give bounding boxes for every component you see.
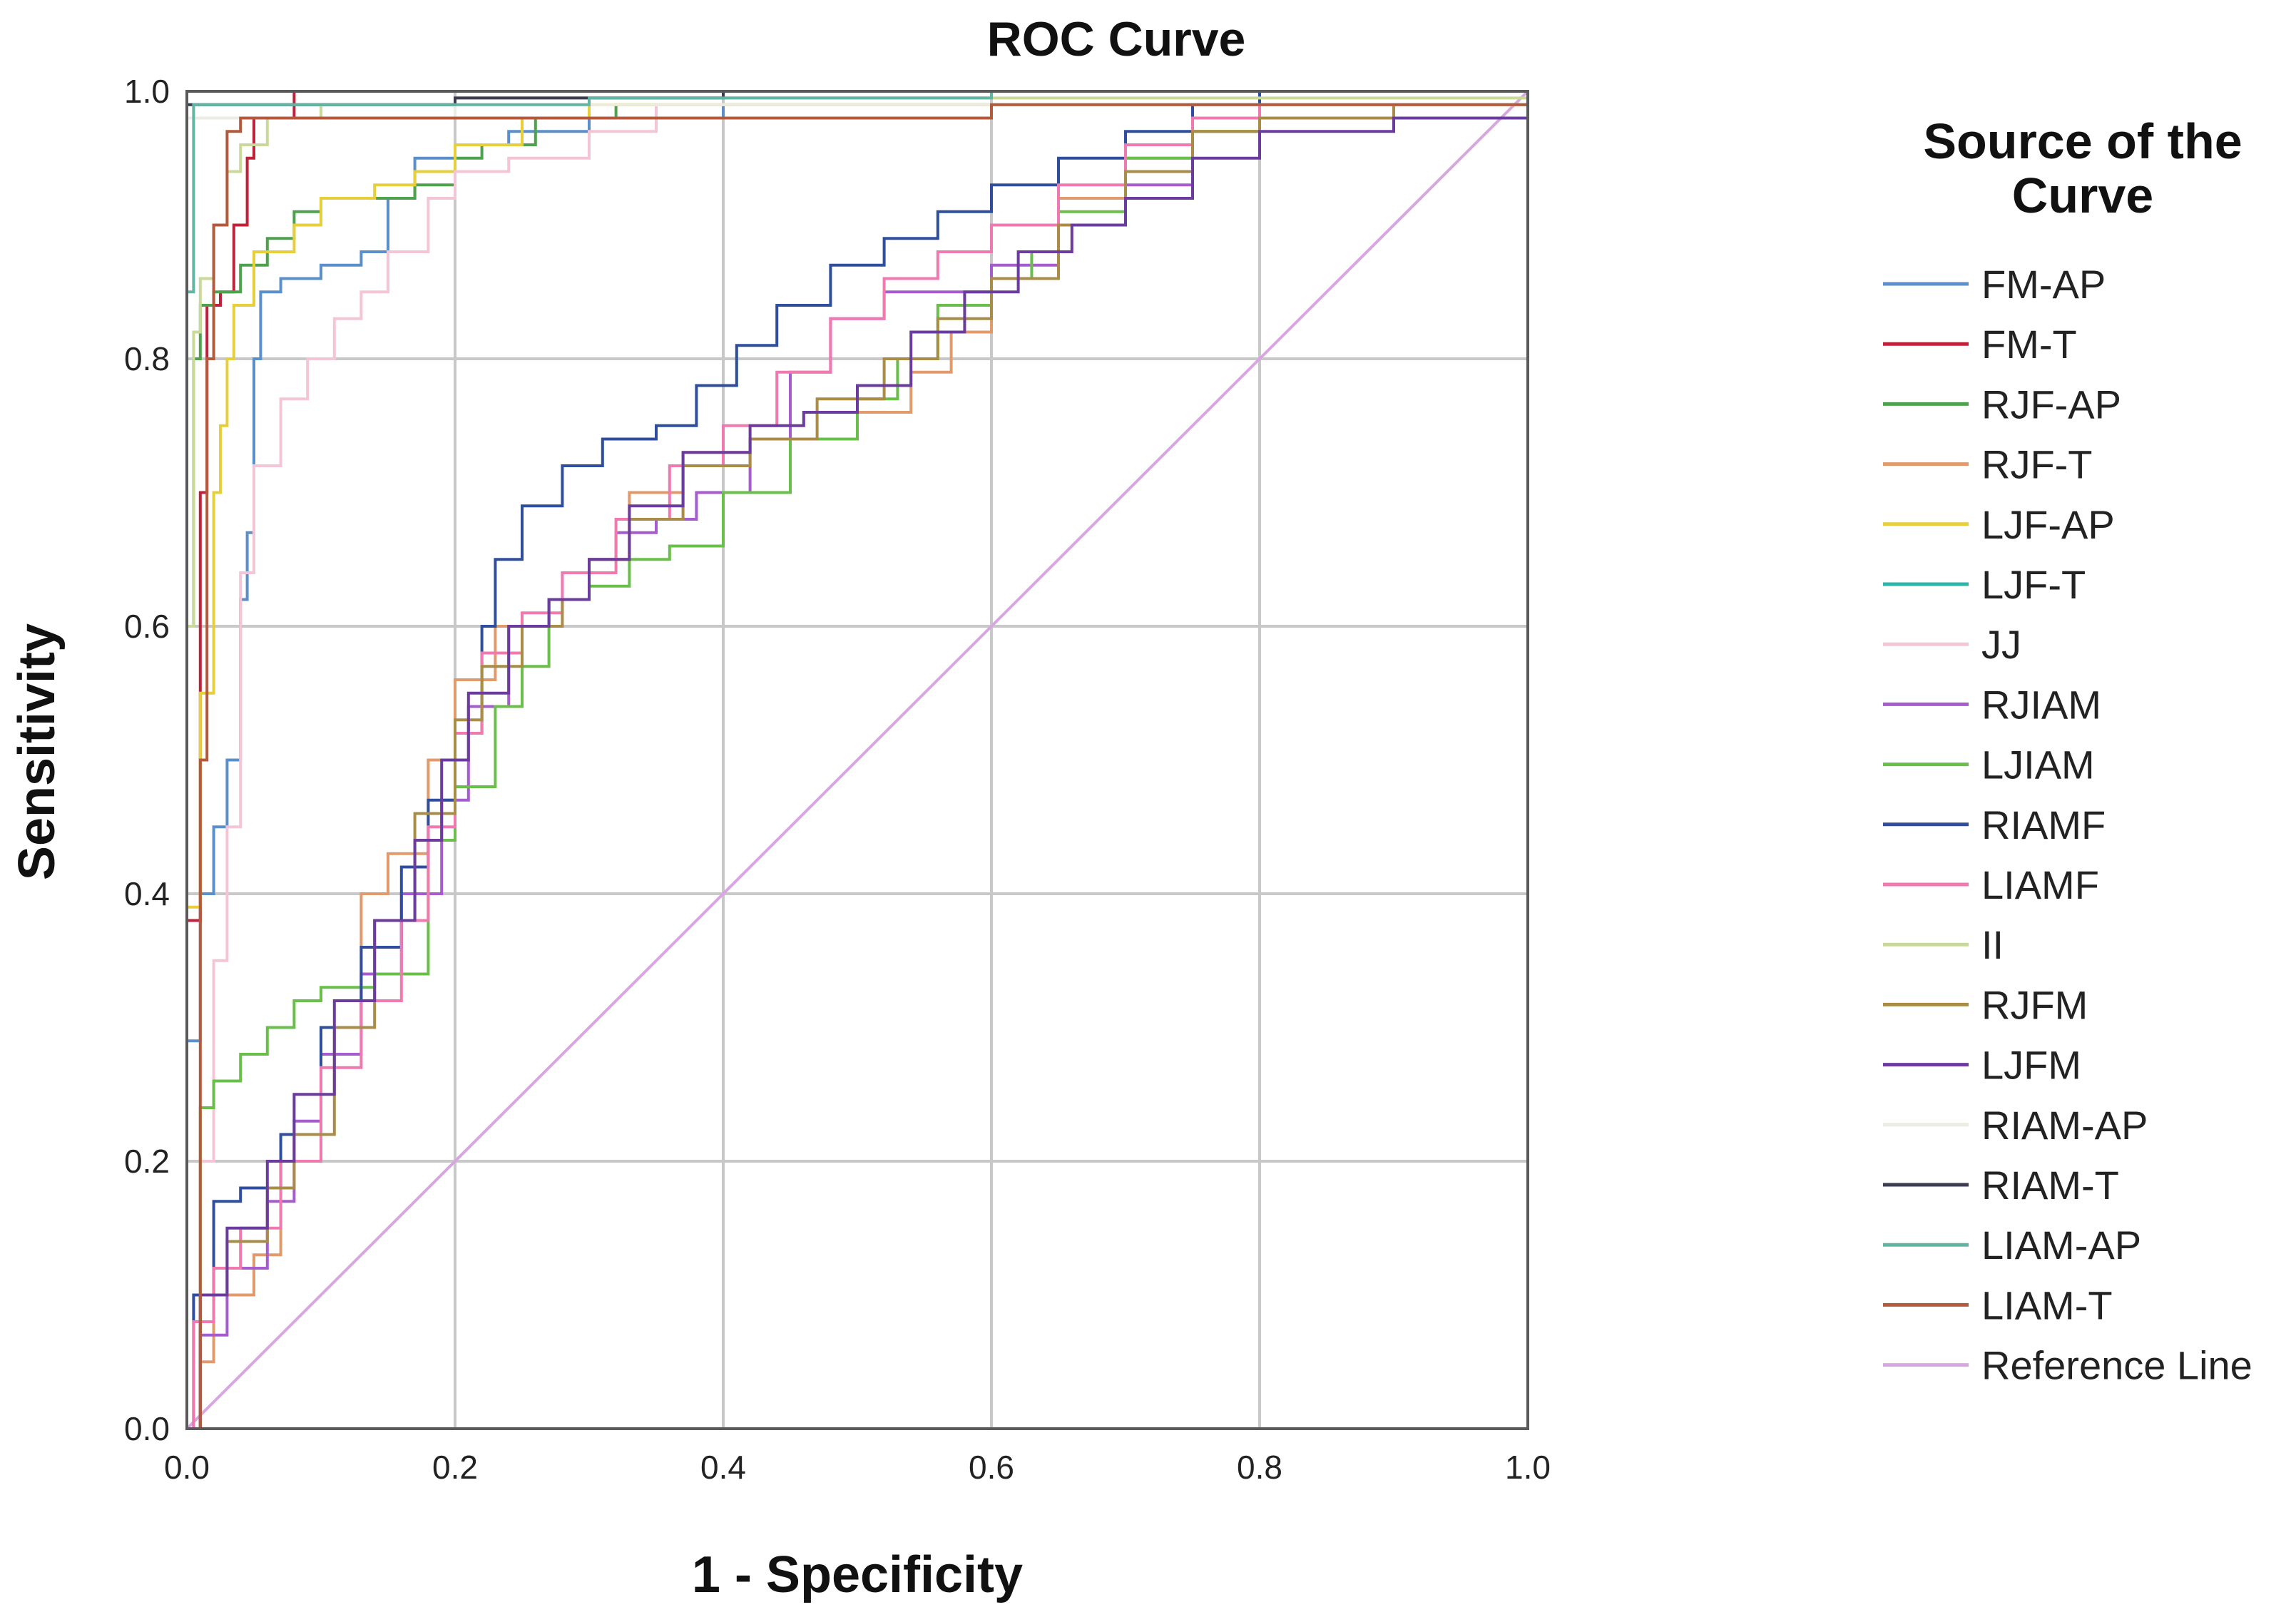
legend-label-ljiam: LJIAM <box>1981 743 2095 787</box>
legend-label-fm-t: FM-T <box>1981 322 2077 367</box>
series-line-reference-line <box>185 90 1529 1430</box>
legend-label-ljf-ap: LJF-AP <box>1981 502 2115 547</box>
legend-title-line-1: Source of the <box>1923 113 2242 169</box>
y-tick-label: 0.6 <box>124 608 170 645</box>
series-line-fm-ap <box>185 91 1529 1429</box>
legend-label-fm-ap: FM-AP <box>1981 262 2106 307</box>
y-tick-label: 0.4 <box>124 875 170 912</box>
legend-label-ljfm: LJFM <box>1981 1043 2081 1088</box>
series-line-jj <box>187 91 1529 1430</box>
legend-label-jj: JJ <box>1981 622 2021 667</box>
y-tick-label: 0.8 <box>124 340 170 377</box>
legend-label-rjf-t: RJF-T <box>1981 442 2093 487</box>
legend-label-reference-line: Reference Line <box>1981 1343 2252 1388</box>
legend-label-liamf: LIAMF <box>1981 862 2099 907</box>
x-tick-label: 0.8 <box>1237 1449 1282 1486</box>
legend-label-liam-t: LIAM-T <box>1981 1282 2113 1327</box>
axes-layer <box>185 90 1529 1430</box>
x-axis-label: 1 - Specificity <box>692 1546 1023 1603</box>
legend-label-riam-ap: RIAM-AP <box>1981 1103 2148 1148</box>
y-axis-label: Sensitivity <box>9 623 66 880</box>
plot-frame <box>185 90 1529 1430</box>
x-tick-label: 0.2 <box>432 1449 478 1486</box>
series-line-liam-ap <box>185 90 1528 1429</box>
x-tick-label: 1.0 <box>1505 1449 1551 1486</box>
legend-label-ii: II <box>1981 922 2004 967</box>
y-tick-label: 0.2 <box>124 1143 170 1180</box>
y-tick-label: 0.0 <box>124 1410 170 1447</box>
chart-title: ROC Curve <box>987 12 1246 66</box>
legend-title-line-2: Curve <box>2012 168 2153 223</box>
y-tick-label: 1.0 <box>124 73 170 110</box>
legend-label-rjiam: RJIAM <box>1981 682 2101 727</box>
legend-label-rjfm: RJFM <box>1981 982 2088 1027</box>
legend-label-liam-ap: LIAM-AP <box>1981 1223 2141 1267</box>
legend-label-riam-t: RIAM-T <box>1981 1163 2119 1208</box>
ticks-layer: 0.0 0.2 0.4 0.6 0.8 1.0 0.0 0.2 0.4 0.6 0.8 1.0 <box>124 73 1551 1486</box>
x-tick-label: 0.6 <box>969 1449 1014 1486</box>
legend: Source of the Curve FM-AP FM-T RJF-AP RJF-T… <box>1883 113 2252 1388</box>
series-line-ljfm <box>187 91 1529 1430</box>
series-layer <box>185 90 1529 1430</box>
x-tick-label: 0.0 <box>164 1449 210 1486</box>
legend-label-rjf-ap: RJF-AP <box>1981 382 2121 427</box>
series-line-liam-t <box>187 91 1529 1430</box>
legend-label-riamf: RIAMF <box>1981 802 2106 847</box>
x-tick-label: 0.4 <box>700 1449 746 1486</box>
legend-label-ljf-t: LJF-T <box>1981 562 2086 607</box>
